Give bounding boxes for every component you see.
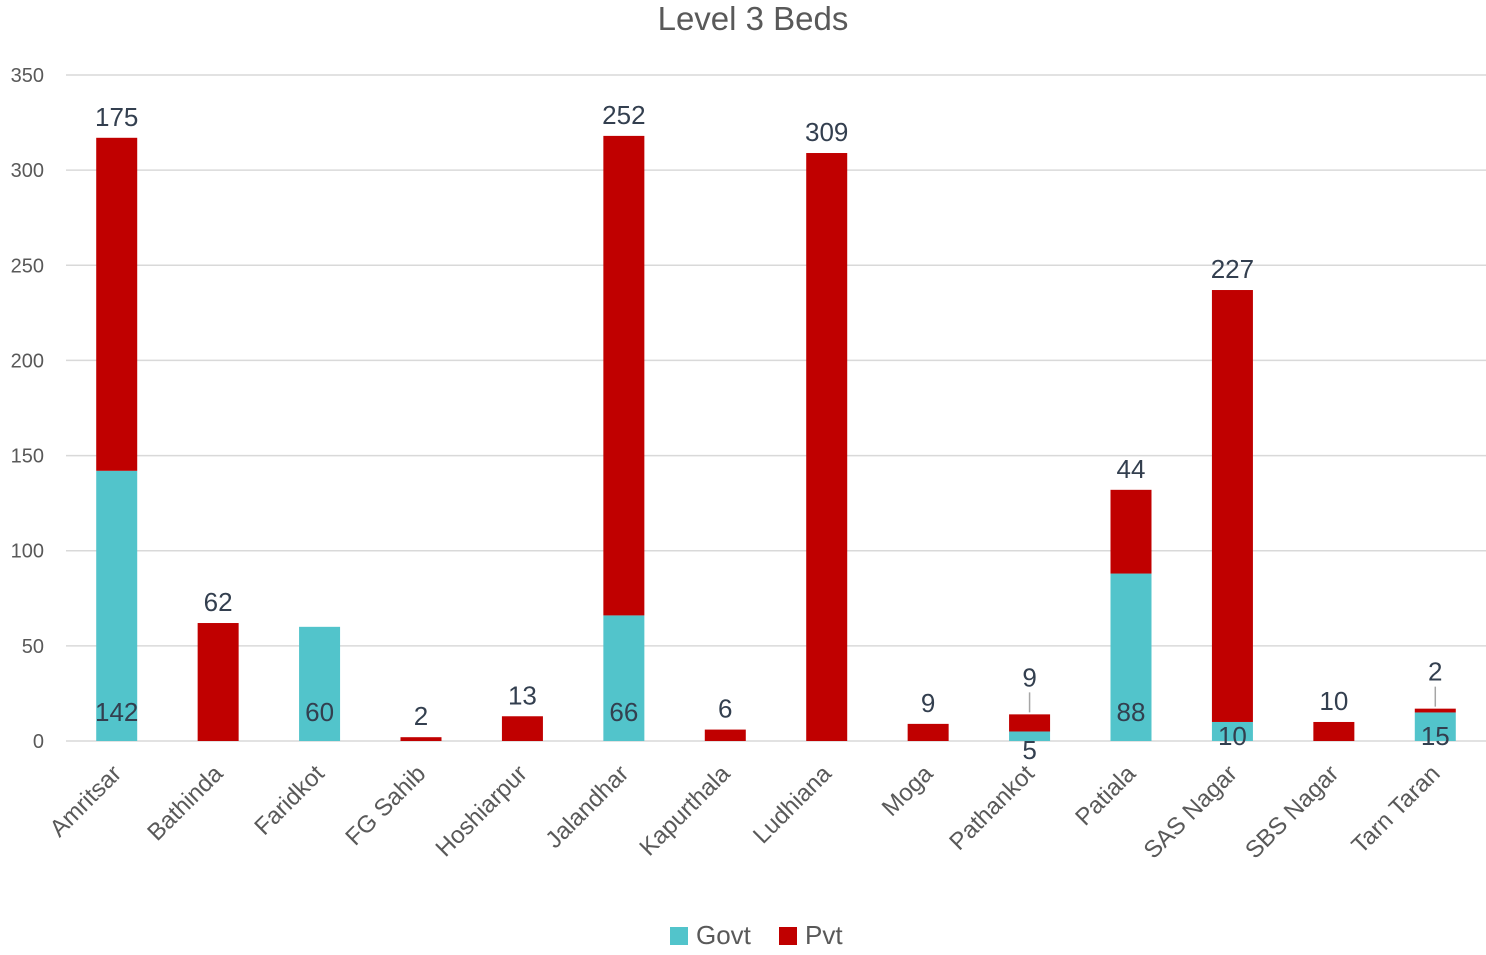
x-tick-label-patiala: Patiala	[1070, 760, 1141, 831]
bar-pvt-fg-sahib	[400, 737, 442, 741]
data-label-pvt-fg-sahib: 2	[414, 701, 428, 731]
y-tick-label: 200	[11, 350, 44, 372]
data-label-pvt-jalandhar: 252	[602, 100, 645, 130]
bar-pvt-ludhiana	[806, 153, 848, 741]
legend-label-govt: Govt	[696, 920, 752, 950]
y-tick-label: 50	[22, 636, 44, 658]
legend-swatch-pvt	[779, 927, 797, 945]
bar-govt-patiala	[1110, 573, 1152, 741]
y-axis-ticks: 0 50 100 150 200 250 300 350	[11, 65, 44, 753]
legend-swatch-govt	[670, 927, 688, 945]
bar-pvt-amritsar	[96, 137, 138, 471]
data-label-pvt-hoshiarpur: 13	[508, 680, 537, 710]
bar-pvt-tarn-taran	[1414, 708, 1456, 713]
bar-govt-jalandhar	[603, 615, 645, 741]
x-tick-label-fg-sahib: FG Sahib	[340, 760, 431, 851]
x-tick-label-hoshiarpur: Hoshiarpur	[431, 760, 533, 862]
bars	[96, 135, 1456, 741]
data-label-govt-faridkot: 60	[305, 697, 334, 727]
x-tick-label-kapurthala: Kapurthala	[634, 760, 736, 862]
data-label-pvt-patiala: 44	[1117, 454, 1146, 484]
y-tick-label: 350	[11, 65, 44, 87]
data-label-pvt-bathinda: 62	[204, 587, 233, 617]
bar-pvt-kapurthala	[704, 729, 746, 741]
y-tick-label: 150	[11, 446, 44, 468]
x-tick-label-tarn-taran: Tarn Taran	[1347, 760, 1446, 859]
data-label-pvt-amritsar: 175	[95, 102, 138, 132]
data-label-pvt-sbs-nagar: 10	[1319, 686, 1348, 716]
bar-pvt-pathankot	[1009, 714, 1051, 732]
data-label-govt-amritsar: 142	[95, 697, 138, 727]
data-labels: 142 175 62 60 2 13 66 252 6 309 9 5 9 88 44 10 227 10 15 2	[95, 100, 1450, 765]
bar-pvt-moga	[907, 723, 949, 741]
bar-govt-pathankot	[1009, 731, 1051, 741]
data-label-pvt-kapurthala: 6	[718, 694, 732, 724]
x-tick-label-sas-nagar: SAS Nagar	[1139, 760, 1243, 864]
x-axis-ticks: Amritsar Bathinda Faridkot FG Sahib Hoshiarp…	[45, 760, 1446, 864]
x-tick-label-faridkot: Faridkot	[249, 760, 330, 841]
x-tick-label-jalandhar: Jalandhar	[540, 760, 634, 854]
x-tick-label-ludhiana: Ludhiana	[748, 760, 837, 849]
data-label-pvt-sas-nagar: 227	[1211, 254, 1254, 284]
data-label-govt-sas-nagar: 10	[1218, 721, 1247, 751]
y-tick-label: 250	[11, 255, 44, 277]
data-label-govt-tarn-taran: 15	[1421, 721, 1450, 751]
chart-title: Level 3 Beds	[658, 0, 849, 37]
x-tick-label-sbs-nagar: SBS Nagar	[1240, 760, 1344, 864]
bar-pvt-patiala	[1110, 489, 1152, 574]
data-label-govt-jalandhar: 66	[609, 697, 638, 727]
legend-label-pvt: Pvt	[805, 920, 843, 950]
x-tick-label-pathankot: Pathankot	[944, 760, 1040, 856]
data-label-pvt-moga: 9	[921, 688, 935, 718]
bar-pvt-jalandhar	[603, 135, 645, 616]
x-tick-label-moga: Moga	[877, 760, 939, 822]
x-tick-label-bathinda: Bathinda	[142, 760, 229, 847]
x-tick-label-amritsar: Amritsar	[45, 760, 127, 842]
bar-pvt-sas-nagar	[1211, 290, 1253, 722]
bar-govt-amritsar	[96, 470, 138, 741]
bar-govt-sas-nagar	[1211, 721, 1253, 741]
y-tick-label: 0	[33, 731, 44, 753]
gridlines	[66, 74, 1486, 742]
data-label-pvt-tarn-taran: 2	[1428, 657, 1442, 687]
y-tick-label: 300	[11, 160, 44, 182]
data-label-pvt-pathankot: 9	[1022, 662, 1036, 692]
data-label-govt-pathankot: 5	[1022, 735, 1036, 765]
bar-govt-faridkot	[299, 626, 341, 741]
y-tick-label: 100	[11, 541, 44, 563]
bar-govt-tarn-taran	[1414, 712, 1456, 741]
data-label-pvt-ludhiana: 309	[805, 117, 848, 147]
bar-pvt-hoshiarpur	[501, 716, 543, 741]
bar-pvt-sbs-nagar	[1313, 721, 1355, 741]
data-label-govt-patiala: 88	[1117, 697, 1146, 727]
legend: Govt Pvt	[670, 920, 843, 950]
bar-pvt-bathinda	[197, 623, 239, 741]
